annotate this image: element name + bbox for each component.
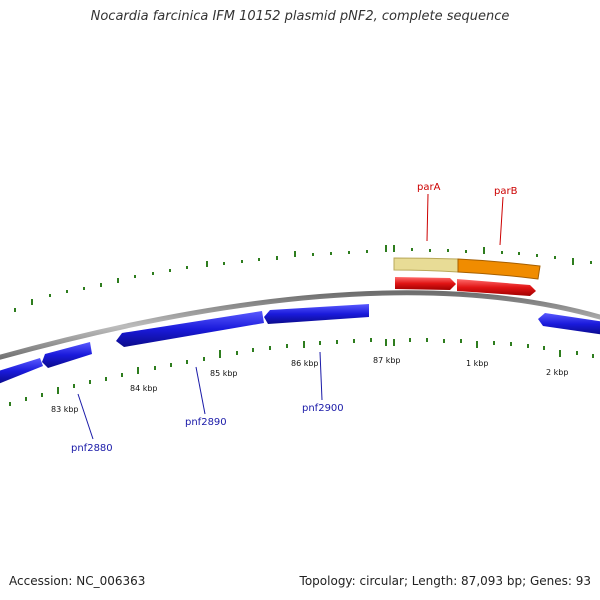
- tick-label-84: 84 kbp: [130, 384, 158, 393]
- gene-label-parB[interactable]: parB: [494, 186, 518, 197]
- tick-label-2: 2 kbp: [546, 368, 568, 377]
- gc-skew-ticks-inner: [9, 338, 594, 406]
- accession-text: Accession: NC_006363: [9, 574, 146, 588]
- tick-label-86: 86 kbp: [291, 359, 319, 368]
- gene-label-pnf2900[interactable]: pnf2900: [302, 403, 344, 414]
- gene-blue-a[interactable]: [0, 358, 43, 384]
- plasmid-backbone: [0, 290, 600, 360]
- tick-label-83: 83 kbp: [51, 405, 79, 414]
- gc-skew-ticks-outer: [14, 245, 592, 312]
- tick-label-85: 85 kbp: [210, 369, 238, 378]
- gene-blue-right[interactable]: [538, 313, 600, 335]
- gene-parA[interactable]: [395, 277, 456, 290]
- label-leaders: [77, 193, 504, 440]
- gene-label-pnf2890[interactable]: pnf2890: [185, 417, 227, 428]
- pseudo-band-pale: [393, 257, 459, 273]
- gene-pnf2900[interactable]: [264, 304, 369, 324]
- sequence-stats: Topology: circular; Length: 87,093 bp; G…: [299, 574, 591, 588]
- tick-label-87: 87 kbp: [373, 356, 401, 365]
- pseudo-band-orange: [457, 258, 541, 280]
- tick-label-1: 1 kbp: [466, 359, 488, 368]
- map-title: Nocardia farcinica IFM 10152 plasmid pNF…: [90, 9, 510, 24]
- gene-pnf2890[interactable]: [116, 311, 264, 347]
- gene-pnf2880[interactable]: [42, 342, 92, 368]
- kbp-scale: 83 kbp 84 kbp 85 kbp 86 kbp 87 kbp 1 kbp…: [51, 356, 568, 414]
- gene-label-pnf2880[interactable]: pnf2880: [71, 443, 113, 454]
- gene-label-parA[interactable]: parA: [417, 182, 441, 193]
- gene-parB[interactable]: [457, 279, 536, 296]
